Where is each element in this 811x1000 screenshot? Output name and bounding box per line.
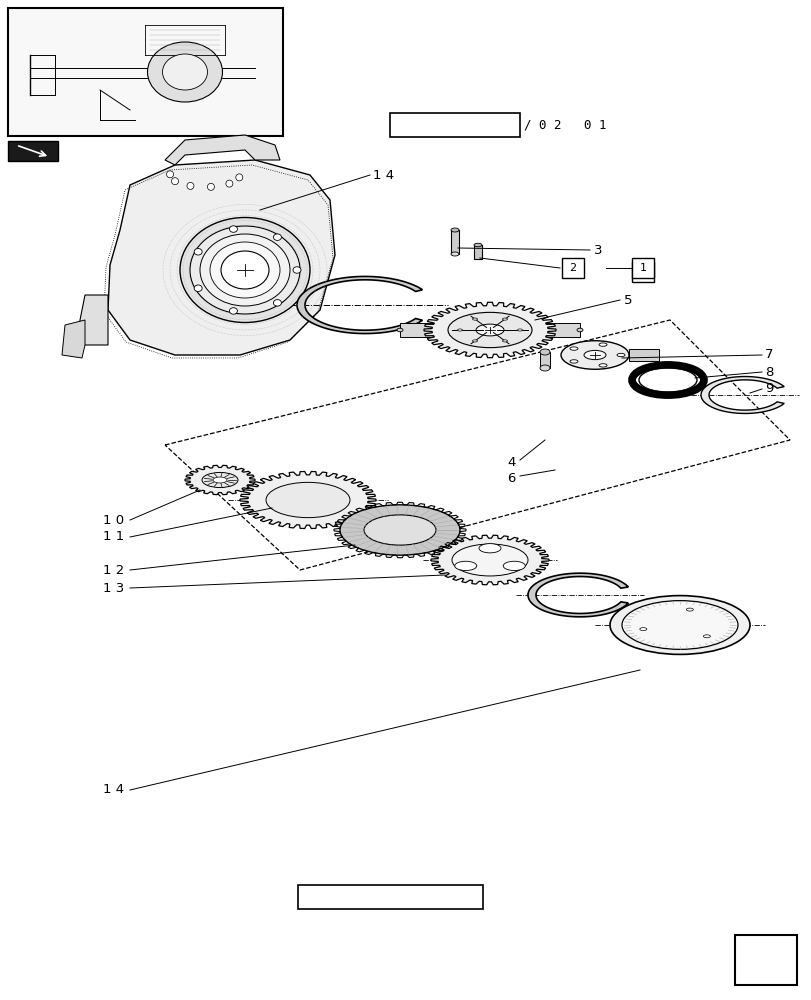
Text: 1 . 4 0 . 5: 1 . 4 0 . 5 <box>414 119 496 132</box>
Ellipse shape <box>560 341 629 369</box>
Text: 1 . 4 0 . 5 / 1 0: 1 . 4 0 . 5 / 1 0 <box>326 890 453 903</box>
Polygon shape <box>80 295 108 345</box>
Ellipse shape <box>702 635 710 638</box>
Polygon shape <box>165 135 280 165</box>
Ellipse shape <box>472 318 477 320</box>
Text: 9: 9 <box>764 382 772 395</box>
Bar <box>400 323 579 337</box>
Ellipse shape <box>363 515 436 545</box>
Polygon shape <box>185 465 255 495</box>
Text: 1 3: 1 3 <box>103 582 124 594</box>
Ellipse shape <box>202 472 238 488</box>
Polygon shape <box>108 160 335 355</box>
Ellipse shape <box>230 226 237 232</box>
Ellipse shape <box>221 251 268 289</box>
Text: 8: 8 <box>764 365 772 378</box>
Text: 7: 7 <box>764 349 773 361</box>
Text: 1 4: 1 4 <box>103 783 124 796</box>
Ellipse shape <box>457 329 462 331</box>
Ellipse shape <box>273 234 281 240</box>
Ellipse shape <box>475 324 504 336</box>
Ellipse shape <box>474 243 482 247</box>
Bar <box>539 352 549 368</box>
Ellipse shape <box>230 308 237 314</box>
Bar <box>474 245 482 259</box>
Ellipse shape <box>569 347 577 350</box>
Text: 2: 2 <box>569 263 576 273</box>
Text: 5: 5 <box>623 294 632 306</box>
Ellipse shape <box>190 226 299 314</box>
Ellipse shape <box>273 300 281 306</box>
Text: 4: 4 <box>507 456 515 468</box>
Polygon shape <box>297 276 422 334</box>
Ellipse shape <box>517 329 521 331</box>
Ellipse shape <box>599 364 607 367</box>
Ellipse shape <box>539 365 549 371</box>
Ellipse shape <box>503 561 525 570</box>
Ellipse shape <box>616 353 624 357</box>
Ellipse shape <box>266 482 350 518</box>
Polygon shape <box>240 471 375 529</box>
Ellipse shape <box>569 360 577 363</box>
Polygon shape <box>431 535 548 585</box>
Ellipse shape <box>502 318 507 320</box>
Bar <box>298 885 483 909</box>
Ellipse shape <box>577 328 582 332</box>
Ellipse shape <box>200 234 290 306</box>
Ellipse shape <box>539 349 549 355</box>
Ellipse shape <box>478 544 500 553</box>
Bar <box>561 258 583 278</box>
Ellipse shape <box>194 249 202 255</box>
Ellipse shape <box>609 596 749 654</box>
Ellipse shape <box>450 228 458 232</box>
Ellipse shape <box>180 218 310 322</box>
Bar <box>734 935 796 985</box>
Ellipse shape <box>450 252 458 256</box>
Ellipse shape <box>583 350 605 360</box>
Text: 1 1: 1 1 <box>103 530 124 544</box>
Text: / 0 2   0 1: / 0 2 0 1 <box>523 119 606 132</box>
Polygon shape <box>62 320 85 358</box>
Ellipse shape <box>194 285 202 291</box>
Circle shape <box>187 182 194 189</box>
Ellipse shape <box>448 312 531 348</box>
Text: 1: 1 <box>639 263 646 273</box>
Bar <box>631 258 653 278</box>
Polygon shape <box>423 302 556 358</box>
Bar <box>8 141 58 161</box>
Bar <box>389 113 519 137</box>
Ellipse shape <box>148 42 222 102</box>
Text: 3: 3 <box>594 243 602 256</box>
Circle shape <box>235 174 242 181</box>
Ellipse shape <box>472 340 477 342</box>
Ellipse shape <box>212 477 227 483</box>
Ellipse shape <box>621 601 737 649</box>
Ellipse shape <box>293 267 301 273</box>
Ellipse shape <box>162 54 208 90</box>
Text: 1: 1 <box>639 267 646 277</box>
Ellipse shape <box>599 343 607 346</box>
Ellipse shape <box>502 340 507 342</box>
Polygon shape <box>527 573 628 617</box>
Bar <box>629 349 659 361</box>
Polygon shape <box>700 377 783 413</box>
Ellipse shape <box>452 544 527 576</box>
Circle shape <box>166 171 174 178</box>
Circle shape <box>225 180 233 187</box>
Text: 6: 6 <box>507 472 515 485</box>
Ellipse shape <box>454 561 476 570</box>
Text: 1 4: 1 4 <box>372 169 393 182</box>
Ellipse shape <box>340 505 460 555</box>
Circle shape <box>171 178 178 185</box>
Bar <box>8 8 283 136</box>
Ellipse shape <box>210 242 280 298</box>
Ellipse shape <box>685 608 693 611</box>
Bar <box>450 230 458 254</box>
Ellipse shape <box>639 628 646 631</box>
Text: 1 0: 1 0 <box>103 514 124 526</box>
Text: 1 2: 1 2 <box>103 564 124 576</box>
Circle shape <box>207 183 214 190</box>
Bar <box>631 262 653 282</box>
Ellipse shape <box>397 328 402 332</box>
